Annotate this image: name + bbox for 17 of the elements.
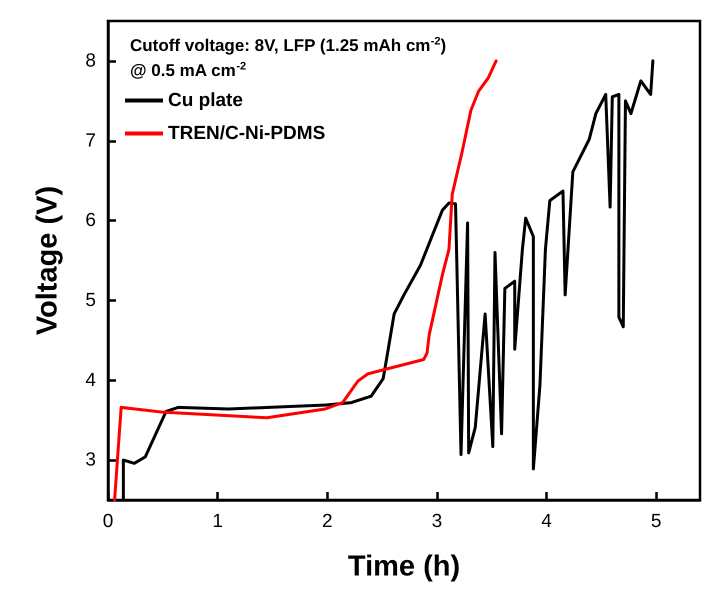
x-tick-label: 2	[322, 511, 333, 532]
x-tick-label: 5	[650, 511, 662, 532]
y-tick-label: 3	[85, 450, 96, 471]
y-tick-label: 5	[85, 290, 96, 311]
y-tick-label: 8	[85, 50, 96, 72]
x-tick-label: 3	[432, 511, 442, 532]
y-axis-title: Voltage (V)	[32, 186, 64, 336]
x-tick-label: 0	[102, 511, 114, 532]
x-tick-label: 4	[541, 511, 552, 532]
legend-label: TREN/C-Ni-PDMS	[168, 123, 326, 144]
x-axis-title: Time (h)	[348, 550, 460, 582]
line-series	[113, 59, 498, 502]
y-tick-label: 7	[85, 130, 96, 152]
y-tick-label: 4	[85, 370, 96, 391]
x-tick-label: 1	[212, 511, 223, 532]
y-tick-label: 6	[85, 210, 96, 232]
legend-label: Cu plate	[168, 90, 243, 111]
